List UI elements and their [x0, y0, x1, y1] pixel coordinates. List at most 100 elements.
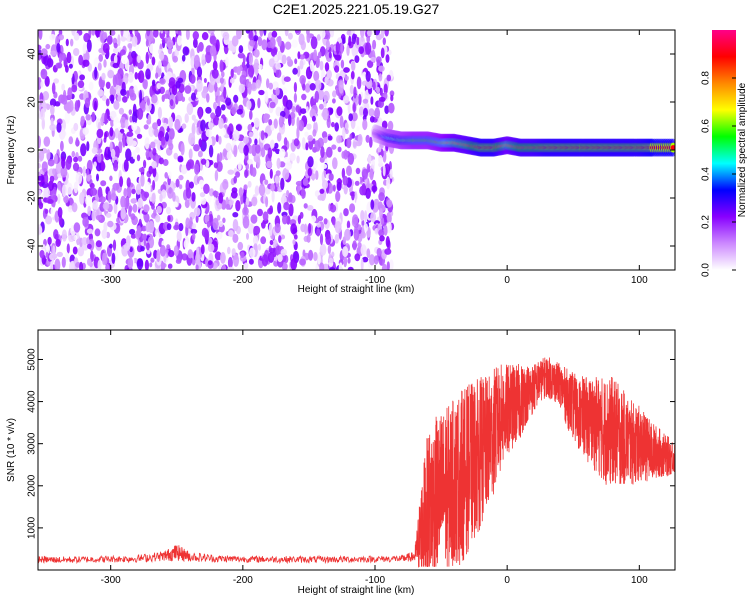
heatmap-cell [174, 118, 181, 131]
heatmap-cell [356, 126, 360, 132]
colorbar: 0.0 0.2 0.4 0.6 0.8 Normalized spectral ampl… [701, 30, 748, 277]
heatmap-cell [38, 54, 41, 61]
heatmap-cell [198, 107, 203, 120]
heatmap-cell [314, 140, 321, 152]
heatmap-cell [365, 134, 370, 143]
heatmap-cell [269, 239, 274, 246]
heatmap-cell [126, 31, 131, 43]
heatmap-cell [249, 39, 256, 47]
heatmap-cell [126, 90, 130, 99]
heatmap-cell [86, 141, 90, 152]
heatmap-cell [122, 96, 128, 103]
heatmap-cell [348, 35, 352, 47]
heatmap-cell [350, 70, 355, 80]
heatmap-cell [190, 228, 198, 235]
heatmap-cell [352, 240, 357, 251]
heatmap-cell [51, 253, 58, 259]
heatmap-cell [181, 54, 186, 62]
heatmap-cell [102, 202, 110, 210]
heatmap-cell [362, 119, 368, 131]
snr-panel: -300 -200 -100 0 100 1000 2000 3000 4000 5000 Hei… [6, 329, 676, 596]
heatmap-cell [361, 219, 365, 227]
heatmap-cell [98, 54, 103, 62]
heatmap-cell [129, 92, 137, 101]
heatmap-cell [149, 262, 153, 268]
heatmap-cell [248, 131, 254, 138]
heatmap-cell [284, 30, 289, 37]
heatmap-cell [283, 202, 290, 211]
heatmap-cell [361, 256, 369, 263]
heatmap-cell [286, 56, 291, 62]
heatmap-cell [252, 128, 259, 142]
heatmap-cell [380, 217, 385, 225]
heatmap-cell [68, 63, 73, 69]
heatmap-cell [366, 60, 374, 68]
heatmap-cell [222, 31, 230, 41]
heatmap-cell [99, 30, 106, 44]
heatmap-cell [56, 42, 61, 53]
heatmap-cell [100, 160, 105, 172]
heatmap-cell [362, 98, 369, 104]
heatmap-cell [67, 87, 73, 100]
heatmap-cell [105, 81, 111, 90]
heatmap-cell [366, 30, 373, 37]
heatmap-cell [200, 158, 207, 165]
snr-ticks: -300 -200 -100 0 100 1000 2000 3000 4000 5000 [27, 330, 675, 586]
heatmap-cell [360, 210, 365, 222]
heatmap-cell [307, 167, 312, 177]
heatmap-cell [309, 59, 314, 72]
heatmap-cell [346, 137, 352, 149]
heatmap-cell [222, 148, 227, 158]
spectrogram-ytick-label: 20 [27, 96, 38, 108]
heatmap-cell [160, 30, 164, 34]
heatmap-cell [345, 128, 349, 135]
heatmap-cell [318, 51, 322, 59]
heatmap-cell [55, 162, 62, 174]
heatmap-cell [166, 223, 172, 231]
heatmap-cell [109, 30, 116, 36]
heatmap-cell [353, 228, 360, 241]
heatmap-cell [206, 93, 210, 103]
heatmap-cell [148, 126, 155, 137]
heatmap-cell [185, 30, 190, 40]
heatmap-cell [137, 108, 144, 120]
heatmap-cell [233, 94, 239, 103]
spectrogram-xtick-label: -200 [233, 275, 253, 286]
heatmap-cell [79, 261, 84, 270]
heatmap-cell [266, 78, 270, 89]
heatmap-cell [303, 203, 308, 209]
heatmap-cell [119, 176, 124, 188]
heatmap-cell [308, 223, 312, 234]
heatmap-cell [130, 213, 136, 221]
heatmap-cell [130, 198, 138, 204]
heatmap-cell [351, 33, 356, 45]
heatmap-cell [50, 104, 55, 116]
heatmap-cell [117, 95, 122, 102]
heatmap-cell [130, 233, 137, 239]
heatmap-cell [357, 133, 363, 146]
heatmap-cell [349, 203, 356, 213]
heatmap-cell [369, 116, 375, 123]
heatmap-cell [38, 189, 42, 196]
heatmap-cell [216, 214, 221, 221]
heatmap-cell [249, 247, 256, 258]
heatmap-cell [368, 254, 375, 266]
heatmap-cell [371, 185, 378, 193]
heatmap-cell [275, 62, 281, 70]
heatmap-cell [120, 88, 127, 96]
heatmap-cell [369, 136, 373, 148]
heatmap-cell [107, 190, 112, 204]
heatmap-cell [304, 223, 308, 235]
heatmap-cell [332, 184, 336, 192]
heatmap-cell [71, 84, 78, 93]
heatmap-cell [240, 251, 245, 258]
heatmap-cell [87, 243, 92, 250]
heatmap-cell [87, 205, 91, 217]
heatmap-cell [389, 259, 394, 270]
heatmap-cell [325, 39, 330, 51]
heatmap-cell [231, 248, 236, 256]
heatmap-cell [196, 79, 203, 92]
heatmap-cell [367, 154, 372, 164]
heatmap-cell [291, 39, 298, 48]
snr-xtick-label: 0 [504, 575, 510, 586]
